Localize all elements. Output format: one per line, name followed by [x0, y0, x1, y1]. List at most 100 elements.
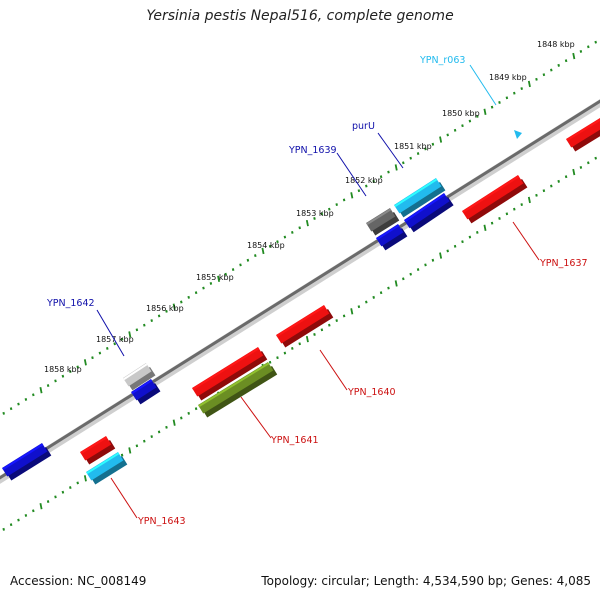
label-connector — [336, 152, 367, 197]
tick-mark — [557, 63, 560, 67]
tick-mark — [83, 359, 87, 366]
tick-mark — [283, 351, 287, 355]
tick-mark — [32, 393, 35, 397]
kbp-label: 1848 kbp — [537, 40, 575, 49]
tick-mark — [505, 96, 509, 100]
label-connector — [319, 349, 348, 391]
tick-mark — [483, 108, 487, 115]
gene-ypn-1643[interactable] — [80, 436, 116, 465]
gene-ypn-1642-body — [123, 363, 152, 387]
kbp-label: 1849 kbp — [489, 73, 527, 82]
tick-mark — [394, 280, 398, 287]
tick-mark — [357, 305, 361, 309]
tick-mark — [17, 518, 20, 522]
tick-mark — [9, 407, 13, 411]
tick-mark — [513, 91, 516, 95]
tick-mark — [239, 263, 242, 267]
tick-mark — [587, 161, 590, 165]
gene-left-edge[interactable] — [2, 443, 52, 481]
tick-mark — [2, 411, 5, 415]
tick-mark — [498, 217, 501, 220]
tick-mark — [305, 335, 309, 343]
gene-left-edge-body — [2, 443, 48, 477]
tick-mark — [416, 152, 420, 155]
tick-mark — [365, 184, 368, 188]
tick-mark — [579, 50, 583, 53]
tick-mark — [372, 179, 375, 183]
kbp-label: 1858 kbp — [44, 365, 82, 374]
tick-mark — [416, 268, 420, 271]
tick-mark — [557, 179, 560, 183]
tick-mark — [69, 486, 72, 490]
gene-label-ypn-1637[interactable]: YPN_1637 — [539, 258, 588, 269]
tick-mark — [342, 314, 346, 318]
gene-ypn-1643b-body — [86, 452, 124, 481]
tick-mark — [268, 244, 272, 248]
gene-ypn-1637[interactable] — [462, 175, 528, 224]
gene-ypn-1641-body — [192, 347, 264, 397]
tick-mark — [476, 114, 479, 118]
gene-ypn-1641[interactable] — [192, 347, 268, 401]
tick-mark — [283, 235, 287, 239]
tick-mark — [165, 309, 168, 313]
gene-right-edge[interactable] — [566, 118, 600, 152]
gene-ypn-1641b[interactable] — [198, 362, 278, 418]
gene-ypn-1642[interactable] — [123, 363, 156, 391]
label-connector — [512, 221, 540, 261]
gene-label-ypn-1643[interactable]: YPN_1643 — [137, 516, 186, 527]
tick-mark — [165, 425, 168, 429]
tick-mark — [468, 119, 472, 123]
tick-mark — [172, 303, 176, 310]
gene-ypn-1639[interactable] — [366, 208, 400, 236]
tick-mark — [135, 328, 139, 332]
tick-mark — [365, 300, 368, 304]
tick-mark — [409, 156, 412, 160]
gene-ypn-1643b-highlight — [86, 452, 120, 475]
gene-label-ypn-1639[interactable]: YPN_1639 — [288, 145, 337, 156]
gene-ypn-1639b-highlight — [376, 224, 400, 241]
tick-mark — [17, 402, 20, 406]
tick-mark — [276, 356, 279, 360]
tick-mark — [594, 40, 597, 44]
kbp-label: 1856 kbp — [146, 304, 184, 313]
gene-label-ypn-1640[interactable]: YPN_1640 — [347, 387, 396, 398]
gene-label-ypn-1642[interactable]: YPN_1642 — [46, 298, 95, 309]
label-connector — [110, 477, 138, 519]
gene-purU-b[interactable] — [404, 193, 454, 233]
kbp-label: 1853 kbp — [296, 209, 334, 218]
tick-mark — [246, 258, 250, 262]
gene-ypn-1639b[interactable] — [376, 224, 408, 251]
gene-puru[interactable] — [394, 178, 446, 218]
tick-mark — [572, 168, 576, 176]
gene-ypn-1637-highlight — [462, 175, 520, 214]
gene-label-puru[interactable]: purU — [352, 121, 375, 132]
genome-backbone-core — [0, 99, 600, 480]
tick-mark — [379, 175, 383, 179]
gene-ypn-1642-highlight — [123, 363, 148, 381]
gene-ypn-1642b-body — [131, 379, 157, 401]
tick-mark — [394, 164, 398, 171]
gene-ypn-1640[interactable] — [276, 305, 334, 348]
gene-label-ypn-1641[interactable]: YPN_1641 — [270, 435, 319, 446]
tick-mark — [498, 101, 501, 104]
tick-mark — [231, 268, 235, 271]
tick-mark — [209, 282, 213, 285]
tick-mark — [564, 59, 568, 63]
gene-ypn-1641b-highlight — [198, 362, 270, 408]
tick-mark — [291, 346, 294, 350]
tick-mark — [387, 286, 390, 290]
tick-mark — [409, 272, 412, 276]
kbp-label: 1850 kbp — [442, 109, 480, 118]
rna-feature-marker[interactable] — [514, 130, 522, 139]
tick-mark — [143, 439, 146, 443]
gene-ypn-1642b[interactable] — [131, 379, 161, 405]
tick-mark — [542, 73, 546, 77]
tick-mark — [550, 68, 553, 72]
tick-mark — [254, 254, 257, 258]
tick-mark — [550, 184, 553, 188]
gene-label-ypn-r063[interactable]: YPN_r063 — [419, 55, 465, 66]
gene-ypn-1643b[interactable] — [86, 452, 128, 485]
tick-mark — [372, 295, 375, 299]
